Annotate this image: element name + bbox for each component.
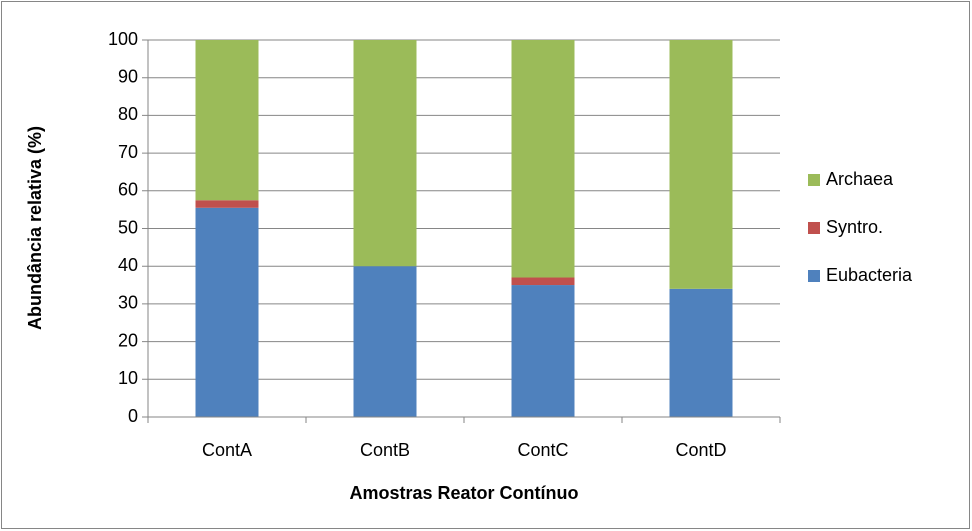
bar-segment: [353, 40, 417, 267]
legend-label: Eubacteria: [826, 265, 913, 285]
bar-segment: [195, 200, 259, 208]
x-tick-label: ContA: [202, 440, 252, 460]
x-axis-label: Amostras Reator Contínuo: [349, 483, 578, 503]
x-tick-label: ContD: [675, 440, 726, 460]
y-tick-label: 60: [118, 180, 138, 200]
y-tick-label: 100: [108, 29, 138, 49]
legend-label: Archaea: [826, 169, 894, 189]
bar-segment: [195, 207, 259, 417]
y-axis-label: Abundância relativa (%): [25, 126, 45, 330]
y-tick-label: 30: [118, 293, 138, 313]
legend-swatch: [808, 222, 820, 234]
y-tick-label: 20: [118, 330, 138, 350]
legend-swatch: [808, 270, 820, 282]
bar-segment: [669, 288, 733, 417]
y-tick-label: 10: [118, 368, 138, 388]
bar-segment: [511, 285, 575, 417]
x-tick-label: ContB: [360, 440, 410, 460]
bar-segment: [195, 40, 259, 201]
x-tick-label: ContC: [517, 440, 568, 460]
bar-segment: [353, 266, 417, 417]
y-tick-label: 80: [118, 104, 138, 124]
bar-segment: [511, 277, 575, 286]
y-tick-label: 90: [118, 66, 138, 86]
y-tick-label: 40: [118, 255, 138, 275]
bar-segment: [511, 40, 575, 278]
y-tick-label: 70: [118, 142, 138, 162]
legend-swatch: [808, 174, 820, 186]
bar-segment: [669, 40, 733, 289]
y-tick-label: 50: [118, 217, 138, 237]
y-tick-label: 0: [128, 406, 138, 426]
legend-label: Syntro.: [826, 217, 883, 237]
